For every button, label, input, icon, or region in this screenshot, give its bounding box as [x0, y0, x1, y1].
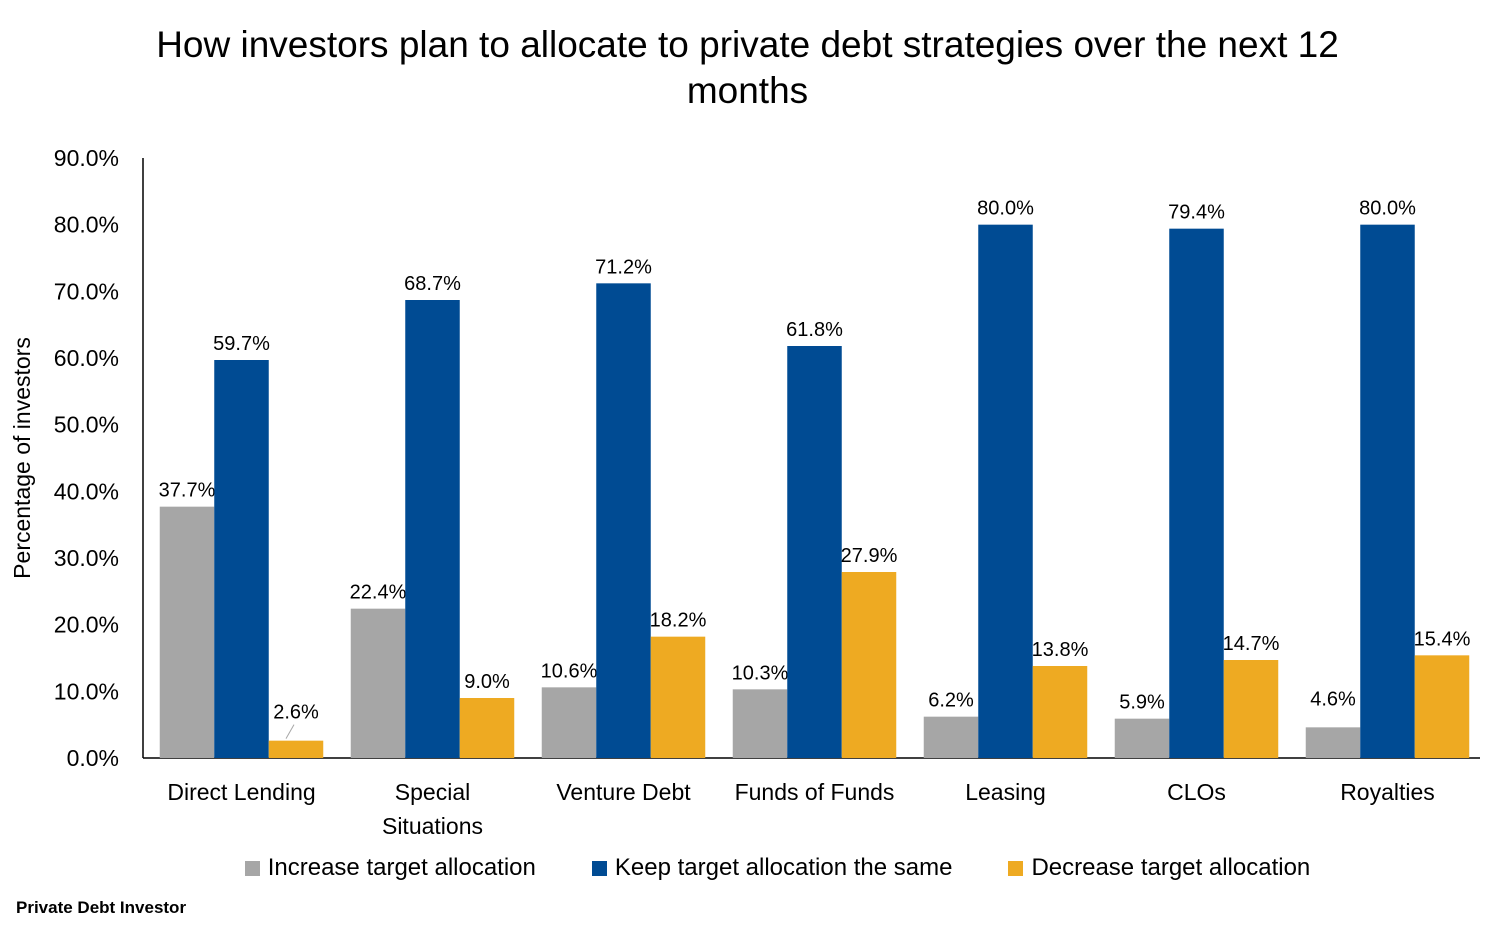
bar: [1169, 228, 1224, 758]
y-tick-label: 60.0%: [54, 345, 119, 371]
x-tick-label: Special: [395, 779, 470, 805]
bar: [978, 224, 1033, 758]
data-label: 27.9%: [841, 545, 898, 567]
data-label: 13.8%: [1032, 639, 1089, 661]
bar: [459, 698, 515, 758]
data-label: 61.8%: [786, 319, 843, 341]
bar: [1114, 718, 1170, 758]
data-label: 18.2%: [650, 610, 707, 632]
y-tick-label: 10.0%: [54, 678, 119, 704]
bar: [787, 346, 842, 758]
bar: [1032, 666, 1088, 758]
bar: [214, 360, 269, 758]
y-tick-label: 80.0%: [54, 212, 119, 238]
bar: [159, 506, 215, 758]
x-tick-label: Venture Debt: [556, 779, 691, 805]
footer-credit: Private Debt Investor: [16, 898, 187, 917]
data-label: 10.6%: [541, 660, 598, 682]
bar: [732, 689, 788, 758]
legend-label-keep: Keep target allocation the same: [614, 854, 953, 881]
data-label: 80.0%: [1359, 198, 1416, 220]
y-tick-label: 90.0%: [54, 145, 119, 171]
y-tick-label: 40.0%: [54, 478, 119, 504]
x-tick-label: Leasing: [965, 779, 1046, 805]
data-label: 5.9%: [1119, 692, 1165, 714]
y-tick-label: 20.0%: [54, 612, 119, 638]
bar: [841, 572, 897, 758]
legend-label-decrease: Decrease target allocation: [1031, 854, 1311, 881]
legend-swatch-increase: [244, 860, 260, 876]
legend: Increase target allocation Keep target a…: [0, 854, 1495, 882]
data-label: 68.7%: [404, 273, 461, 295]
x-tick-label: Situations: [382, 813, 483, 839]
legend-swatch-decrease: [1008, 860, 1024, 876]
legend-swatch-keep: [591, 860, 607, 876]
x-tick-label: CLOs: [1167, 779, 1226, 805]
bar: [1414, 655, 1470, 758]
data-label: 6.2%: [928, 690, 974, 712]
x-tick-label: Funds of Funds: [735, 779, 895, 805]
bar: [541, 687, 597, 758]
y-tick-label: 70.0%: [54, 278, 119, 304]
x-tick-label: Direct Lending: [167, 779, 315, 805]
legend-item-decrease: Decrease target allocation: [1008, 854, 1310, 882]
bar: [923, 716, 979, 758]
data-label: 9.0%: [464, 671, 510, 693]
data-label: 4.6%: [1310, 688, 1356, 710]
legend-item-keep: Keep target allocation the same: [591, 854, 953, 882]
chart-title: How investors plan to allocate to privat…: [156, 24, 1339, 111]
data-label: 15.4%: [1414, 628, 1471, 650]
data-label: 10.3%: [732, 662, 789, 684]
data-label: 59.7%: [213, 333, 270, 355]
y-tick-label: 0.0%: [67, 745, 119, 771]
bar: [350, 608, 406, 758]
data-label: 71.2%: [595, 256, 652, 278]
bar: [1360, 224, 1415, 758]
bar: [650, 636, 706, 758]
y-tick-label: 50.0%: [54, 412, 119, 438]
data-label: 80.0%: [977, 198, 1034, 220]
legend-item-increase: Increase target allocation: [244, 854, 536, 882]
bar: [1223, 660, 1279, 758]
bar: [268, 740, 324, 758]
legend-label-increase: Increase target allocation: [267, 854, 536, 881]
data-label: 2.6%: [273, 702, 319, 724]
y-axis-title: Percentage of investors: [9, 337, 35, 579]
data-label-leader: [285, 724, 295, 739]
bar: [405, 300, 460, 758]
data-label: 37.7%: [159, 480, 216, 502]
data-label: 14.7%: [1223, 633, 1280, 655]
x-tick-label: Royalties: [1340, 779, 1435, 805]
bar: [1305, 727, 1361, 758]
bar: [596, 283, 651, 758]
data-label: 22.4%: [350, 582, 407, 604]
data-label: 79.4%: [1168, 202, 1225, 224]
y-tick-label: 30.0%: [54, 545, 119, 571]
